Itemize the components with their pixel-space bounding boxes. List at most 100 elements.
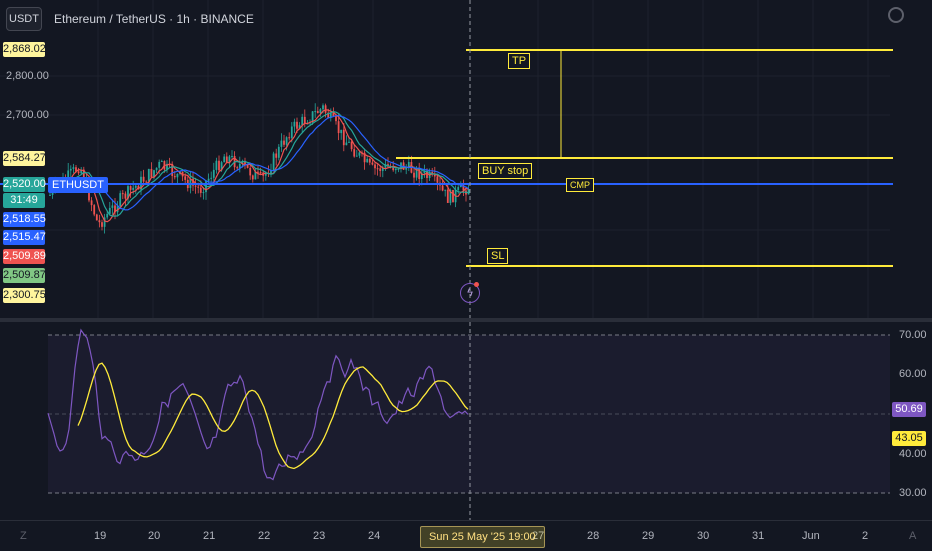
candle-body <box>69 168 72 171</box>
crosshair-date-label: Sun 25 May '25 19:00 <box>420 526 545 548</box>
candle-body <box>270 170 272 174</box>
candle-body <box>238 163 241 168</box>
price-chart[interactable] <box>0 0 932 318</box>
candle-body <box>114 205 116 213</box>
candle-body <box>264 173 267 176</box>
candle-body <box>77 171 80 174</box>
chart-title: Ethereum / TetherUS · 1h · BINANCE <box>54 12 254 26</box>
candle-body <box>301 116 304 126</box>
candle-body <box>407 162 410 168</box>
sl-label[interactable]: SL <box>487 248 509 264</box>
candle-body <box>400 162 402 169</box>
candle-body <box>374 164 376 169</box>
candle-body <box>225 156 228 163</box>
date-label: Jun <box>802 530 820 542</box>
price-axis-label: 2,800.00 <box>6 70 49 82</box>
candle-body <box>142 176 145 182</box>
rsi-axis-label: 60.00 <box>899 368 927 380</box>
candle-body <box>160 161 163 163</box>
date-label: 30 <box>697 530 710 542</box>
candle-body <box>303 116 306 124</box>
candle-body <box>210 177 213 179</box>
date-label: 20 <box>148 530 161 542</box>
tp-label[interactable]: TP <box>508 53 531 69</box>
candle-body <box>153 170 155 178</box>
candle-body <box>350 141 353 150</box>
candle-body <box>194 185 197 187</box>
buy-stop-price-tag: 2,584.27 <box>3 151 46 166</box>
candle-body <box>381 167 384 171</box>
candle-body <box>340 129 343 134</box>
candle-body <box>290 126 293 138</box>
candlestick-series <box>49 103 470 234</box>
candle-body <box>244 160 246 166</box>
pane-separator[interactable] <box>0 318 932 322</box>
candle-body <box>199 187 202 193</box>
candle-body <box>129 186 132 190</box>
candle-body <box>231 155 233 157</box>
candle-body <box>441 185 444 191</box>
time-axis[interactable] <box>0 520 932 551</box>
tp-price-tag: 2,868.02 <box>3 42 46 57</box>
lightning-event-icon[interactable]: ϟ <box>460 283 480 303</box>
candle-body <box>452 189 454 203</box>
candle-body <box>329 112 332 118</box>
ma-price-tag: 2,509.87 <box>3 268 46 283</box>
candle-body <box>80 169 83 174</box>
candle-body <box>293 121 296 127</box>
candle-body <box>327 112 330 118</box>
candle-body <box>446 189 449 203</box>
candle-body <box>207 178 210 181</box>
candle-body <box>332 112 335 117</box>
candle-body <box>405 167 408 170</box>
rsi-axis-label: 70.00 <box>899 329 927 341</box>
candle-body <box>280 140 283 147</box>
candle-body <box>166 163 168 170</box>
auto-scale-icon[interactable]: Z <box>20 530 27 542</box>
candle-body <box>75 167 77 172</box>
price-pane[interactable]: USDT Ethereum / TetherUS · 1h · BINANCE … <box>0 0 932 318</box>
candle-body <box>171 164 174 176</box>
candle-body <box>176 173 179 178</box>
settings-gear-icon[interactable] <box>888 7 904 23</box>
candle-body <box>228 156 231 163</box>
candle-body <box>272 153 275 171</box>
candle-body <box>319 109 322 114</box>
buy-stop-label[interactable]: BUY stop <box>478 163 533 179</box>
candle-body <box>124 193 127 199</box>
price-axis-label: 2,700.00 <box>6 109 49 121</box>
candle-body <box>285 137 288 145</box>
candle-body <box>67 170 70 181</box>
rsi-chart[interactable] <box>0 322 932 520</box>
cmp-label[interactable]: CMP <box>566 178 594 192</box>
candle-body <box>184 176 187 180</box>
date-label: 19 <box>94 530 107 542</box>
candle-body <box>259 172 262 174</box>
candle-body <box>132 187 135 190</box>
candle-body <box>314 111 317 113</box>
symbol-tag: ETHUSDT <box>48 177 108 193</box>
candle-body <box>254 171 257 180</box>
candle-body <box>415 168 418 178</box>
rsi-pane[interactable]: 70.00 60.00 40.00 30.00 50.69 43.05 <box>0 322 932 520</box>
candle-body <box>223 156 226 163</box>
candle-body <box>337 121 340 134</box>
candle-body <box>241 160 244 164</box>
candle-body <box>376 168 379 170</box>
candle-body <box>363 152 366 163</box>
candle-body <box>322 105 324 110</box>
date-label: 29 <box>642 530 655 542</box>
candle-body <box>93 205 96 215</box>
candle-body <box>324 105 327 113</box>
date-label: 23 <box>313 530 326 542</box>
candle-body <box>173 175 176 178</box>
date-label: 31 <box>752 530 765 542</box>
candle-body <box>147 168 150 182</box>
currency-button[interactable]: USDT <box>6 7 42 31</box>
candle-body <box>101 222 103 227</box>
rsi-line <box>47 328 469 481</box>
auto-toggle-icon[interactable]: A <box>909 530 917 542</box>
candle-body <box>342 129 345 146</box>
moving-average-line <box>70 110 469 217</box>
candle-body <box>145 181 148 183</box>
